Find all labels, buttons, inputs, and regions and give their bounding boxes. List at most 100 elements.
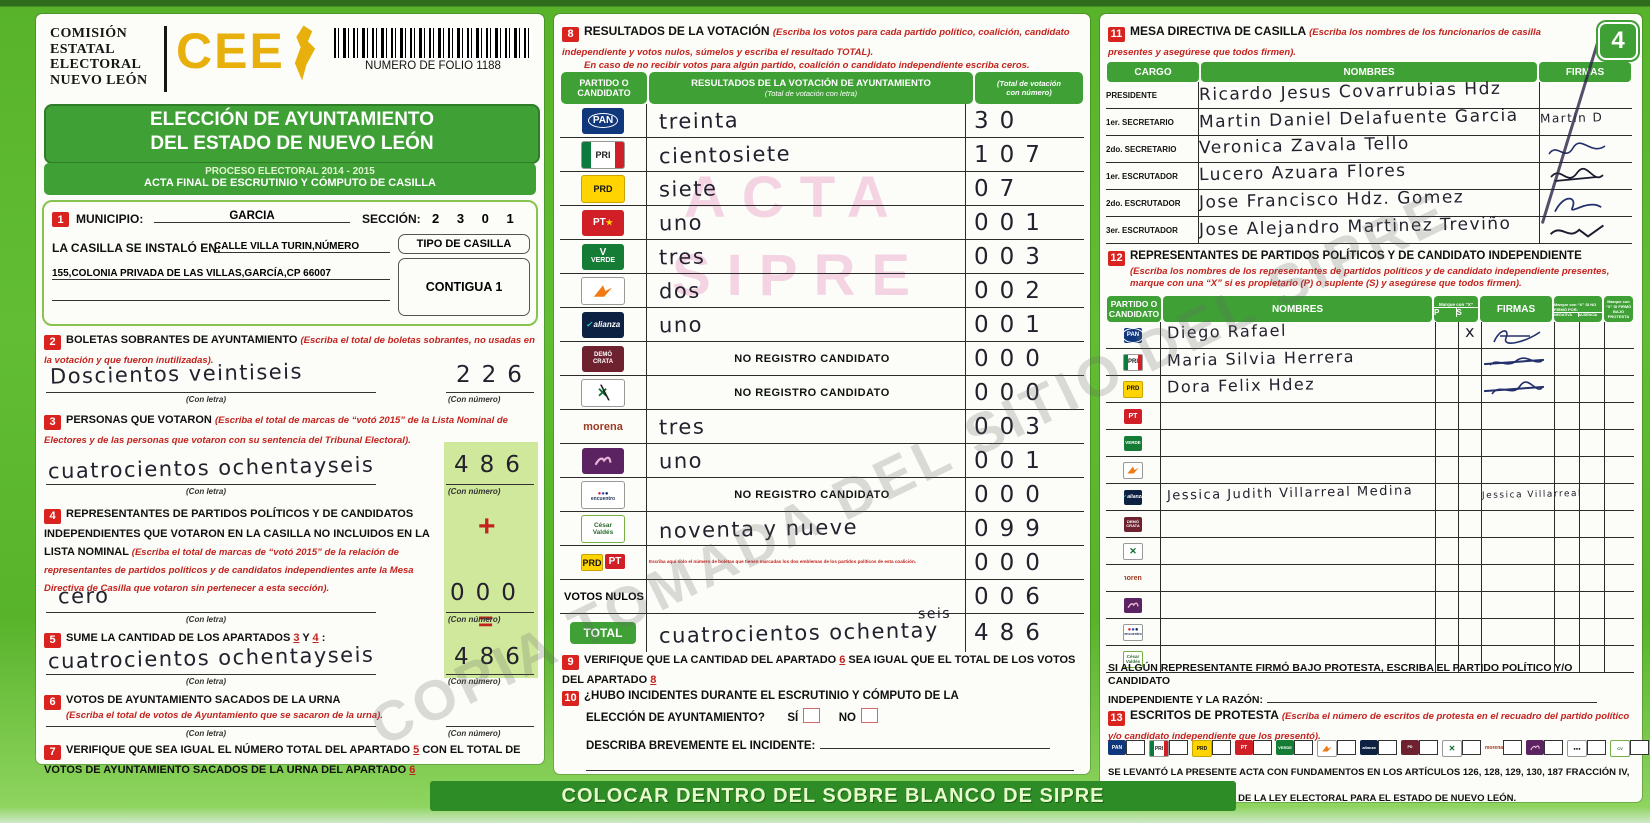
- ausencia-cell[interactable]: [1580, 619, 1605, 645]
- pan-protesta-box[interactable]: [1126, 740, 1145, 755]
- firma-cell[interactable]: [1539, 136, 1632, 162]
- firma-cell[interactable]: [1482, 322, 1555, 348]
- propietario-cell[interactable]: [1436, 538, 1459, 564]
- representante-nombre-cell[interactable]: [1161, 457, 1436, 483]
- morena-protesta-box[interactable]: [1503, 740, 1522, 755]
- suplente-cell[interactable]: [1459, 565, 1482, 591]
- negativa-cell[interactable]: [1555, 376, 1580, 402]
- si-checkbox[interactable]: [803, 707, 821, 723]
- incidente-line-2[interactable]: [586, 769, 1074, 771]
- letra-line[interactable]: [46, 612, 376, 613]
- letra-line[interactable]: [46, 484, 376, 485]
- suplente-cell[interactable]: [1459, 646, 1482, 672]
- ausencia-cell[interactable]: [1580, 565, 1605, 591]
- negativa-cell[interactable]: [1555, 322, 1580, 348]
- firma-cell[interactable]: [1482, 619, 1555, 645]
- seccion-value[interactable]: 2 3 0 1: [432, 211, 521, 226]
- pri-protesta-box[interactable]: [1169, 740, 1188, 755]
- suplente-cell[interactable]: [1459, 538, 1482, 564]
- propietario-cell[interactable]: [1436, 430, 1459, 456]
- suplente-cell[interactable]: [1459, 511, 1482, 537]
- negativa-cell[interactable]: [1555, 565, 1580, 591]
- verde-protesta-box[interactable]: [1294, 740, 1313, 755]
- ausencia-cell[interactable]: [1580, 403, 1605, 429]
- firma-cell[interactable]: [1482, 511, 1555, 537]
- address-line-2[interactable]: 155,COLONIA PRIVADA DE LAS VILLAS,GARCÍA…: [52, 268, 390, 280]
- negativa-cell[interactable]: [1555, 538, 1580, 564]
- letra-line[interactable]: [46, 726, 376, 727]
- letra-line[interactable]: [46, 392, 376, 393]
- negativa-cell[interactable]: [1555, 349, 1580, 375]
- address-line-3[interactable]: [52, 300, 390, 301]
- representante-nombre-cell[interactable]: [1161, 538, 1436, 564]
- mc-protesta-box[interactable]: [1337, 740, 1356, 755]
- bajo-protesta-cell[interactable]: [1605, 511, 1634, 537]
- suplente-cell[interactable]: [1459, 430, 1482, 456]
- ausencia-cell[interactable]: [1580, 457, 1605, 483]
- pt-protesta-box[interactable]: [1253, 740, 1272, 755]
- numero-line[interactable]: [446, 674, 534, 675]
- ausencia-cell[interactable]: [1580, 484, 1605, 510]
- negativa-cell[interactable]: [1555, 511, 1580, 537]
- propietario-cell[interactable]: [1436, 646, 1459, 672]
- ausencia-cell[interactable]: [1580, 592, 1605, 618]
- suplente-cell[interactable]: [1459, 619, 1482, 645]
- propietario-cell[interactable]: [1436, 619, 1459, 645]
- address-line-1[interactable]: CALLE VILLA TURIN,NÚMERO: [214, 241, 390, 253]
- firma-cell[interactable]: [1482, 592, 1555, 618]
- numero-line[interactable]: [446, 726, 534, 727]
- bajo-protesta-cell[interactable]: [1605, 349, 1634, 375]
- representante-nombre-cell[interactable]: [1161, 565, 1436, 591]
- numero-line[interactable]: [446, 612, 534, 613]
- ausencia-cell[interactable]: [1580, 646, 1605, 672]
- negativa-cell[interactable]: [1555, 646, 1580, 672]
- bajo-protesta-cell[interactable]: [1605, 538, 1634, 564]
- propietario-cell[interactable]: [1436, 484, 1459, 510]
- firma-cell[interactable]: Jessica Villarreal: [1482, 484, 1582, 510]
- negativa-cell[interactable]: [1555, 457, 1580, 483]
- negativa-cell[interactable]: [1555, 403, 1580, 429]
- bajo-protesta-cell[interactable]: [1605, 322, 1634, 348]
- suplente-cell[interactable]: [1459, 376, 1482, 402]
- suplente-cell[interactable]: x: [1459, 322, 1482, 348]
- letra-line[interactable]: [46, 674, 376, 675]
- cc-protesta-box[interactable]: [1462, 740, 1481, 755]
- ausencia-cell[interactable]: [1580, 511, 1605, 537]
- negativa-cell[interactable]: [1555, 619, 1580, 645]
- firma-cell[interactable]: [1482, 565, 1555, 591]
- representante-nombre-cell[interactable]: [1161, 403, 1436, 429]
- representante-nombre-cell[interactable]: [1161, 430, 1436, 456]
- firma-cell[interactable]: [1539, 217, 1632, 243]
- representante-nombre-cell[interactable]: [1161, 619, 1436, 645]
- bajo-protesta-cell[interactable]: [1605, 592, 1634, 618]
- razon-line[interactable]: [1267, 702, 1598, 703]
- ph-protesta-box[interactable]: [1544, 740, 1563, 755]
- firma-cell[interactable]: [1482, 376, 1555, 402]
- propietario-cell[interactable]: [1436, 511, 1459, 537]
- suplente-cell[interactable]: [1459, 457, 1482, 483]
- suplente-cell[interactable]: [1459, 484, 1482, 510]
- representante-nombre-cell[interactable]: [1161, 592, 1436, 618]
- propietario-cell[interactable]: [1436, 565, 1459, 591]
- firma-cell[interactable]: Martin D: [1539, 109, 1632, 135]
- numero-line[interactable]: [446, 484, 534, 485]
- firma-cell[interactable]: [1482, 403, 1555, 429]
- firma-cell[interactable]: [1539, 190, 1632, 216]
- tipo-casilla-value[interactable]: CONTIGUA 1: [398, 258, 530, 316]
- ausencia-cell[interactable]: [1580, 322, 1605, 348]
- ausencia-cell[interactable]: [1580, 376, 1605, 402]
- bajo-protesta-cell[interactable]: [1605, 403, 1634, 429]
- prd-protesta-box[interactable]: [1212, 740, 1231, 755]
- firma-cell[interactable]: [1482, 457, 1555, 483]
- es-protesta-box[interactable]: [1587, 740, 1606, 755]
- propietario-cell[interactable]: [1436, 403, 1459, 429]
- bajo-protesta-cell[interactable]: [1605, 430, 1634, 456]
- negativa-cell[interactable]: [1555, 484, 1580, 510]
- bajo-protesta-cell[interactable]: [1605, 484, 1634, 510]
- bajo-protesta-cell[interactable]: [1605, 457, 1634, 483]
- cv-protesta-box[interactable]: [1630, 740, 1649, 755]
- propietario-cell[interactable]: [1436, 592, 1459, 618]
- firma-cell[interactable]: [1482, 430, 1555, 456]
- representante-nombre-cell[interactable]: [1161, 646, 1436, 672]
- representante-nombre-cell[interactable]: [1161, 511, 1436, 537]
